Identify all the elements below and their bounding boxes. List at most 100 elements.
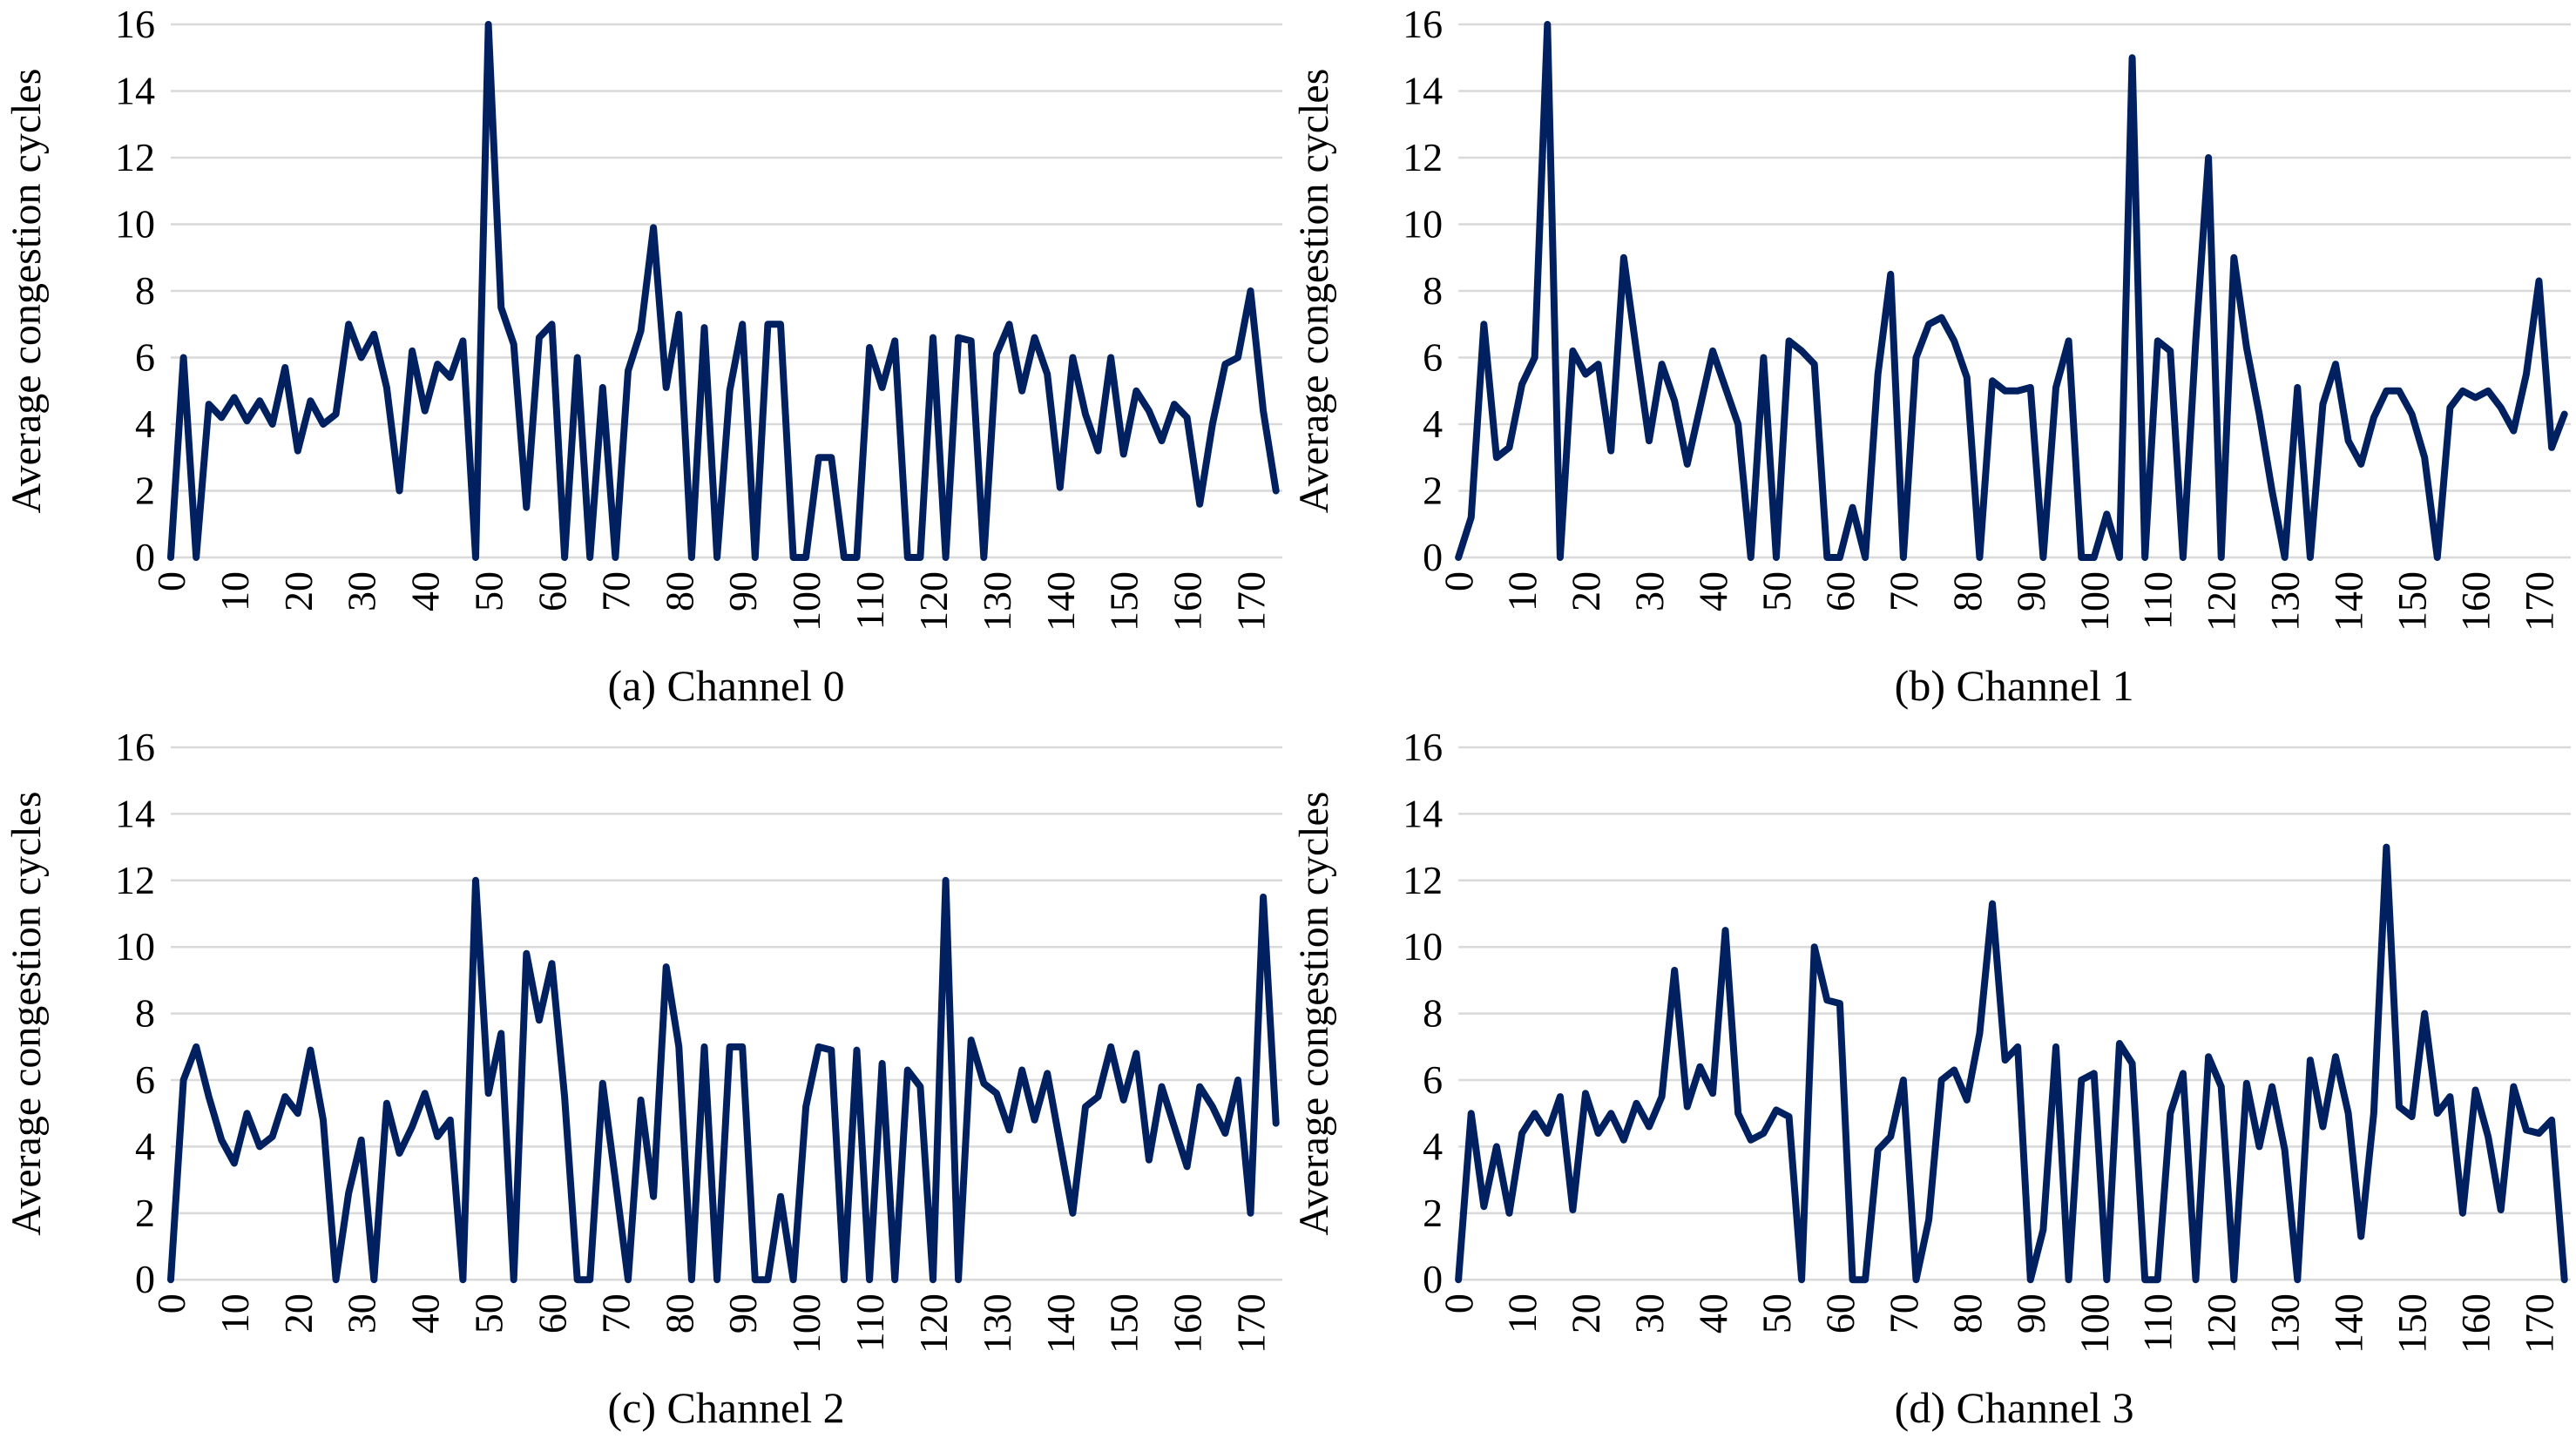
x-tick-label: 110 [848, 571, 892, 630]
x-tick-label: 150 [2390, 1293, 2435, 1354]
y-tick-label: 14 [115, 69, 155, 113]
x-tick-label: 150 [1102, 1293, 1146, 1354]
data-line-series [1455, 21, 2568, 561]
x-tick-label: 10 [1500, 1293, 1545, 1334]
x-tick-label: 160 [2454, 1293, 2498, 1354]
y-tick-label: 14 [1403, 69, 1443, 113]
x-tick-label: 60 [1818, 571, 1863, 611]
y-axis-title: Average congestion cycles [1291, 69, 1337, 514]
x-tick-label: 30 [340, 571, 384, 611]
y-tick-label: 0 [135, 1257, 155, 1301]
y-tick-label: 8 [1423, 991, 1443, 1036]
data-line-series [167, 21, 1280, 561]
y-tick-label: 16 [1403, 2, 1443, 46]
x-tick-label: 120 [911, 1293, 956, 1354]
y-tick-label: 0 [1423, 1257, 1443, 1301]
x-tick-label: 0 [149, 571, 193, 591]
x-tick-label: 140 [2327, 1293, 2371, 1354]
x-tick-label: 80 [1945, 1293, 1990, 1334]
x-tick-label: 50 [467, 1293, 511, 1334]
x-tick-label: 80 [1945, 571, 1990, 611]
y-tick-label: 10 [115, 202, 155, 246]
y-tick-label: 16 [1403, 725, 1443, 769]
x-tick-label: 170 [2517, 1293, 2561, 1354]
x-tick-label: 130 [2263, 1293, 2308, 1354]
y-tick-label: 2 [135, 469, 155, 513]
x-tick-label: 10 [213, 571, 257, 611]
x-tick-label: 70 [1882, 571, 1926, 611]
chart-caption-c: (c) Channel 2 [607, 1383, 845, 1432]
x-tick-label: 170 [1229, 571, 1274, 631]
x-tick-label: 120 [2200, 571, 2244, 631]
y-tick-label: 4 [135, 1124, 155, 1168]
x-tick-label: 20 [276, 1293, 321, 1334]
y-tick-label: 16 [115, 2, 155, 46]
y-tick-label: 12 [115, 135, 155, 179]
x-tick-label: 50 [467, 571, 511, 611]
x-tick-label: 110 [2136, 1293, 2180, 1352]
x-tick-label: 90 [720, 1293, 765, 1334]
x-tick-label: 60 [530, 571, 574, 611]
x-tick-label: 70 [593, 571, 638, 611]
chart-panel-d: 0 2 4 6 8 10 12 14 16 0 10 20 30 40 50 60 70 80 90 100 110 12… [1288, 723, 2576, 1445]
y-tick-label: 0 [135, 535, 155, 579]
x-tick-label: 60 [530, 1293, 574, 1334]
x-tick-label: 30 [1627, 1293, 1672, 1334]
x-tick-label: 130 [975, 571, 1019, 631]
y-axis-title: Average congestion cycles [1291, 792, 1337, 1236]
x-tick-label: 100 [2072, 1293, 2117, 1354]
x-tick-label: 50 [1755, 1293, 1799, 1334]
x-tick-label: 150 [1102, 571, 1146, 631]
x-tick-label: 90 [2009, 571, 2053, 611]
y-tick-label: 0 [1423, 535, 1443, 579]
x-tick-label: 50 [1755, 571, 1799, 611]
chart-panel-c: 0 2 4 6 8 10 12 14 16 0 10 20 30 40 50 60 70 80 90 100 110 12… [0, 723, 1288, 1445]
y-tick-label: 12 [115, 858, 155, 902]
y-tick-label: 2 [1423, 469, 1443, 513]
chart-caption-a: (a) Channel 0 [607, 661, 845, 710]
y-axis-title: Average congestion cycles [3, 69, 50, 514]
y-tick-label: 2 [1423, 1191, 1443, 1235]
x-tick-label: 20 [276, 571, 321, 611]
chart-panel-b: 0 2 4 6 8 10 12 14 16 0 10 20 30 40 50 60 70 80 90 100 110 12… [1288, 0, 2576, 723]
x-tick-label: 140 [2327, 571, 2371, 631]
y-tick-label: 12 [1403, 858, 1443, 902]
x-tick-label: 110 [2136, 571, 2180, 630]
x-tick-label: 130 [975, 1293, 1019, 1354]
x-tick-label: 170 [2518, 571, 2562, 631]
y-tick-label: 6 [1423, 335, 1443, 380]
x-tick-label: 20 [1564, 1293, 1608, 1334]
y-tick-label: 10 [115, 924, 155, 969]
x-tick-label: 40 [1691, 1293, 1735, 1334]
y-tick-label: 4 [1423, 402, 1443, 446]
x-tick-label: 10 [213, 1293, 257, 1334]
x-tick-label: 100 [784, 571, 828, 631]
x-tick-label: 0 [1437, 1293, 1481, 1313]
x-tick-label: 40 [1691, 571, 1735, 611]
x-tick-label: 30 [1627, 571, 1672, 611]
x-tick-label: 160 [1166, 1293, 1210, 1354]
x-tick-label: 80 [657, 1293, 701, 1334]
x-tick-label: 30 [340, 1293, 384, 1334]
y-tick-label: 10 [1403, 202, 1443, 246]
y-tick-label: 14 [115, 791, 155, 835]
x-tick-label: 10 [1500, 571, 1545, 611]
y-tick-label: 12 [1403, 135, 1443, 179]
y-tick-label: 8 [1423, 268, 1443, 313]
chart-panel-a: 0 2 4 6 8 10 12 14 16 0 10 20 30 40 50 60 70 80 90 100 110 12… [0, 0, 1288, 723]
x-tick-label: 120 [911, 571, 956, 631]
x-tick-label: 70 [1882, 1293, 1926, 1334]
data-line-series [1455, 843, 2568, 1284]
y-tick-label: 2 [135, 1191, 155, 1235]
y-tick-label: 14 [1403, 791, 1443, 835]
x-tick-label: 70 [593, 1293, 638, 1334]
x-tick-label: 40 [403, 1293, 448, 1334]
x-tick-label: 120 [2200, 1293, 2244, 1354]
y-tick-label: 8 [135, 268, 155, 313]
chart-caption-b: (b) Channel 1 [1894, 661, 2134, 710]
y-tick-label: 4 [1423, 1124, 1443, 1168]
